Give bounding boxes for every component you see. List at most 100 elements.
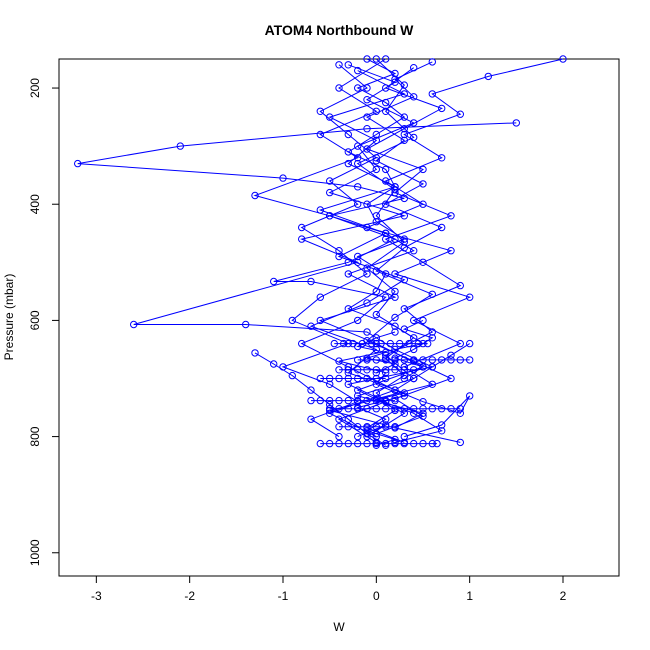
data-point: [242, 320, 250, 329]
data-point: [419, 405, 427, 413]
data-point: [382, 200, 390, 208]
data-point: [391, 287, 399, 296]
data-point: [344, 148, 352, 156]
data-point: [326, 439, 334, 448]
data-point: [344, 258, 352, 266]
data-point: [344, 415, 352, 423]
chart-title: ATOM4 Northbound W: [265, 22, 415, 38]
data-point: [391, 354, 399, 362]
data-point: [354, 66, 362, 75]
data-point: [344, 159, 352, 168]
data-point: [484, 72, 492, 81]
data-point: [363, 439, 371, 448]
data-point: [391, 366, 399, 374]
data-point: [363, 113, 371, 121]
data-point: [438, 154, 446, 162]
data-point: [344, 439, 352, 448]
data-point: [335, 366, 343, 374]
data-point: [363, 328, 371, 336]
data-point: [372, 430, 380, 438]
data-point: [354, 374, 362, 383]
data-point: [363, 405, 371, 413]
y-tick-label: 800: [28, 426, 42, 446]
data-point: [316, 374, 324, 383]
data-point: [382, 165, 390, 174]
data-point: [428, 328, 436, 336]
data-point: [363, 396, 371, 405]
data-point: [307, 277, 315, 286]
data-point: [410, 405, 418, 413]
data-point: [354, 392, 362, 400]
data-point: [382, 374, 390, 383]
series-line-3: [365, 58, 564, 443]
data-point: [307, 396, 315, 405]
data-point: [363, 145, 371, 153]
data-point: [335, 374, 343, 383]
data-point: [466, 356, 474, 364]
data-point: [377, 339, 385, 348]
data-point: [419, 398, 427, 406]
data-point: [354, 200, 362, 208]
data-point: [391, 322, 399, 330]
data-point: [335, 61, 343, 69]
data-point: [456, 409, 464, 417]
data-point: [326, 400, 334, 409]
data-point: [447, 374, 455, 383]
data-point: [391, 439, 399, 448]
data-point: [428, 356, 436, 364]
y-axis: 200 400 600 800 1000: [28, 78, 60, 566]
data-point: [363, 96, 371, 104]
data-point: [335, 84, 343, 92]
data-point: [372, 130, 380, 139]
x-tick-label: 1: [466, 589, 473, 603]
data-point: [419, 363, 427, 371]
data-point: [372, 369, 380, 377]
data-point: [410, 334, 418, 342]
data-point: [391, 313, 399, 322]
data-point: [400, 238, 408, 246]
data-point: [363, 125, 371, 133]
data-point: [382, 441, 390, 449]
data-point: [316, 316, 324, 325]
data-point: [326, 380, 334, 388]
data-point: [344, 374, 352, 383]
data-point: [363, 423, 371, 431]
data-point: [391, 386, 399, 394]
data-point: [372, 405, 380, 413]
data-point: [382, 229, 390, 238]
data-point: [372, 374, 380, 383]
data-point: [176, 142, 185, 150]
data-point: [298, 235, 306, 243]
data-point: [354, 183, 362, 191]
data-point: [419, 180, 427, 188]
data-point: [400, 432, 408, 441]
data-point: [400, 366, 408, 374]
data-point: [354, 432, 362, 441]
data-point: [391, 396, 399, 405]
data-point: [410, 133, 418, 142]
data-point: [288, 371, 296, 380]
data-point: [428, 58, 436, 66]
data-point: [405, 339, 413, 348]
data-point: [428, 405, 436, 413]
data-point: [372, 389, 380, 397]
data-point: [391, 328, 399, 336]
data-point: [372, 366, 380, 374]
data-point: [372, 165, 380, 174]
data-point: [428, 290, 436, 298]
data-point: [372, 267, 380, 275]
data-point: [419, 412, 427, 420]
data-point: [372, 55, 380, 63]
data-point: [335, 439, 343, 448]
data-point: [456, 438, 464, 447]
series-line-4: [253, 58, 397, 438]
data-point: [363, 270, 371, 278]
y-tick-label: 200: [28, 78, 42, 98]
x-axis: -3 -2 -1 0 1 2: [91, 575, 567, 603]
data-point: [428, 363, 436, 371]
data-point: [391, 423, 399, 431]
data-point: [372, 396, 380, 405]
data-point: [363, 366, 371, 374]
data-point: [419, 258, 427, 266]
data-point: [354, 342, 362, 351]
